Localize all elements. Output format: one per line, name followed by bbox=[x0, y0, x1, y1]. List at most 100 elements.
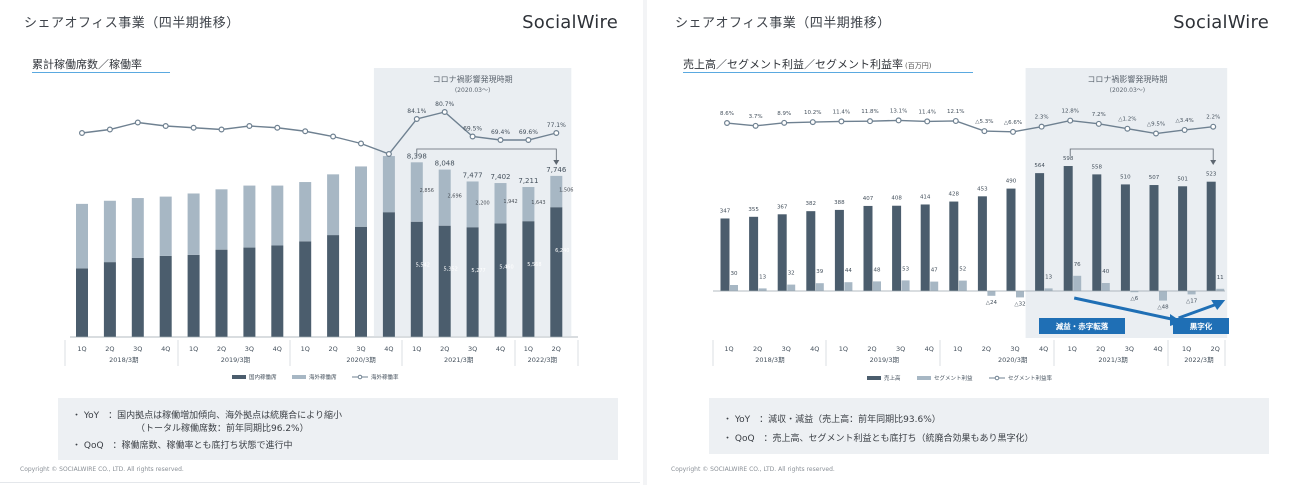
legend-swatch-sales bbox=[867, 376, 881, 380]
tick-quarter: 3Q bbox=[245, 345, 254, 353]
rate-point bbox=[106, 126, 113, 133]
bar-profit bbox=[1101, 283, 1110, 291]
label-sales: 408 bbox=[891, 196, 902, 202]
label-sales: 414 bbox=[920, 194, 931, 200]
bar-overseas bbox=[438, 169, 451, 226]
rate-point bbox=[1153, 130, 1160, 137]
bar-domestic bbox=[271, 245, 284, 337]
bar-domestic bbox=[382, 212, 395, 337]
bar-domestic bbox=[215, 249, 228, 337]
rate-point bbox=[134, 119, 141, 126]
label-sales: 558 bbox=[1092, 164, 1103, 170]
label-profit: 53 bbox=[902, 266, 909, 272]
tick-period: 2020/3期 bbox=[346, 356, 376, 364]
label-profit: 13 bbox=[1045, 274, 1052, 280]
label-sales: 490 bbox=[1006, 179, 1017, 185]
tick-quarter: 2Q bbox=[105, 345, 114, 353]
rate-point bbox=[895, 117, 902, 124]
bar-domestic bbox=[187, 254, 200, 337]
copyright: Copyright © SOCIALWIRE CO., LTD. All rig… bbox=[671, 466, 835, 473]
label-profit: 11 bbox=[1217, 275, 1224, 281]
notes-box: ・ YoY ：減収・減益（売上高：前年同期比93.6%） ・ QoQ ：売上高、… bbox=[709, 398, 1269, 454]
tick-quarter: 2Q bbox=[753, 345, 762, 353]
notes-box: ・ YoY ：国内拠点は稼働増加傾向、海外拠点は統廃合により縮小 （トータル稼働… bbox=[58, 398, 618, 460]
label-profit: 13 bbox=[759, 274, 766, 280]
bar-sales bbox=[863, 205, 873, 291]
bar-sales bbox=[1149, 185, 1159, 291]
copyright: Copyright © SOCIALWIRE CO., LTD. All rig… bbox=[20, 466, 184, 473]
label-overseas: 1,506 bbox=[559, 188, 573, 194]
tick-quarter: 3Q bbox=[133, 345, 142, 353]
bar-overseas bbox=[522, 187, 535, 222]
badge-profit bbox=[1173, 318, 1229, 334]
rate-label: 8.6% bbox=[720, 111, 734, 117]
tick-quarter: 4Q bbox=[925, 345, 934, 353]
tick-period: 2022/3期 bbox=[528, 356, 558, 364]
bar-overseas bbox=[327, 174, 340, 236]
tick-quarter: 1Q bbox=[412, 345, 421, 353]
rate-point bbox=[924, 118, 931, 125]
bar-sales bbox=[1006, 188, 1016, 291]
bar-domestic bbox=[159, 255, 172, 337]
bar-sales bbox=[1035, 173, 1045, 291]
legend-swatch-domestic bbox=[232, 375, 246, 379]
label-sales: 407 bbox=[863, 196, 874, 202]
bar-profit bbox=[1130, 291, 1139, 293]
tick-period: 2019/3期 bbox=[870, 356, 900, 364]
rate-point bbox=[441, 108, 448, 115]
legend-swatch-rate-dot bbox=[357, 374, 363, 380]
bar-sales bbox=[920, 204, 930, 291]
bar-domestic bbox=[410, 221, 423, 337]
rate-point bbox=[162, 122, 169, 129]
tick-quarter: 3Q bbox=[468, 345, 477, 353]
tick-period: 2021/3期 bbox=[444, 356, 474, 364]
tick-quarter: 1Q bbox=[524, 345, 533, 353]
bar-overseas bbox=[103, 200, 116, 263]
tick-quarter: 4Q bbox=[384, 345, 393, 353]
bar-domestic bbox=[494, 223, 507, 337]
bar-domestic bbox=[131, 257, 144, 337]
bar-profit bbox=[758, 288, 767, 291]
bar-overseas bbox=[243, 185, 256, 248]
label-profit: △17 bbox=[1186, 298, 1198, 304]
tick-quarter: 4Q bbox=[161, 345, 170, 353]
bar-profit bbox=[787, 284, 796, 291]
rate-point bbox=[1067, 117, 1074, 124]
tick-quarter: 4Q bbox=[273, 345, 282, 353]
rate-label: 13.1% bbox=[890, 108, 907, 114]
bar-profit bbox=[987, 291, 996, 296]
tick-quarter: 2Q bbox=[982, 345, 991, 353]
bar-overseas bbox=[159, 196, 172, 256]
tick-quarter: 1Q bbox=[1182, 345, 1191, 353]
bar-sales bbox=[720, 218, 730, 291]
label-total: 8,398 bbox=[407, 152, 427, 160]
rate-point bbox=[78, 130, 85, 137]
rate-point bbox=[274, 124, 281, 131]
rate-label: 69.4% bbox=[491, 129, 510, 136]
rate-point bbox=[1181, 126, 1188, 133]
bar-overseas bbox=[271, 185, 284, 246]
rate-point bbox=[1210, 123, 1217, 130]
tick-quarter: 1Q bbox=[724, 345, 733, 353]
rate-label: 3.7% bbox=[749, 114, 763, 120]
label-domestic: 5,352 bbox=[444, 267, 458, 273]
rate-label: 12.8% bbox=[1061, 109, 1078, 115]
sales-chart: コロナ禍影響発現時期 (2020.03～) 347 30 1Q 355 13 2Q 367 32 3… bbox=[712, 68, 1229, 382]
tick-quarter: 2Q bbox=[328, 345, 337, 353]
bar-profit bbox=[1159, 291, 1167, 301]
bar-domestic bbox=[76, 268, 88, 337]
rate-point bbox=[385, 151, 392, 158]
label-sales: 428 bbox=[949, 192, 960, 198]
label-profit: 52 bbox=[959, 267, 966, 273]
legend-rate: セグメント利益率 bbox=[1008, 374, 1053, 382]
bar-overseas bbox=[215, 189, 228, 250]
tick-quarter: 4Q bbox=[1153, 345, 1162, 353]
label-profit: △32 bbox=[1014, 301, 1025, 307]
bar-overseas bbox=[550, 175, 563, 208]
badge-profit-text: 黒字化 bbox=[1190, 321, 1213, 331]
rate-point bbox=[752, 122, 759, 129]
bar-sales bbox=[777, 214, 787, 291]
note-qoq: ・ QoQ ：売上高、セグメント利益とも底打ち（統廃合効果もあり黒字化） bbox=[723, 434, 1034, 444]
rate-label: 77.1% bbox=[547, 122, 566, 129]
bar-domestic bbox=[438, 225, 451, 337]
